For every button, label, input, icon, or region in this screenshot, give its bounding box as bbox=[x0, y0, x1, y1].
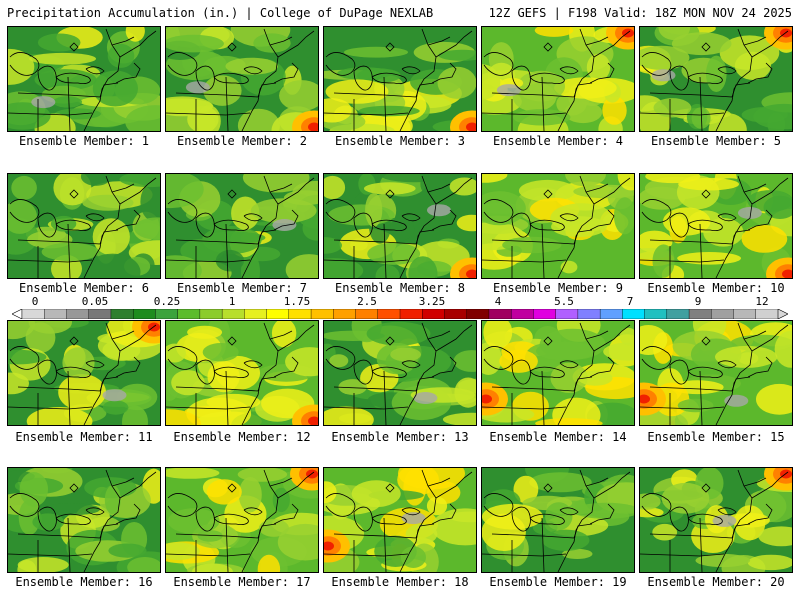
ensemble-member-label: Ensemble Member: 7 bbox=[176, 281, 308, 295]
colorbar-segment bbox=[510, 309, 534, 319]
ensemble-member-map bbox=[481, 320, 635, 426]
ensemble-member-label: Ensemble Member: 17 bbox=[173, 575, 311, 589]
ensemble-member-map bbox=[165, 320, 319, 426]
ensemble-member-label: Ensemble Member: 12 bbox=[173, 430, 311, 444]
ensemble-member-map bbox=[481, 467, 635, 573]
colorbar-segment bbox=[599, 309, 623, 319]
ensemble-member-label: Ensemble Member: 9 bbox=[492, 281, 624, 295]
ensemble-member-label: Ensemble Member: 11 bbox=[15, 430, 153, 444]
colorbar-segment bbox=[666, 309, 690, 319]
ensemble-member-map bbox=[165, 26, 319, 132]
colorbar-segment bbox=[577, 309, 601, 319]
colorbar-tick-label: 4 bbox=[494, 295, 502, 308]
colorbar-segment bbox=[266, 309, 290, 319]
colorbar-segment bbox=[155, 309, 179, 319]
colorbar-tick-label: 7 bbox=[626, 295, 634, 308]
colorbar-tick-label: 0.25 bbox=[153, 295, 181, 308]
colorbar-segment bbox=[310, 309, 334, 319]
colorbar bbox=[12, 309, 788, 319]
colorbar-segment bbox=[333, 309, 357, 319]
ensemble-member-map bbox=[165, 173, 319, 279]
colorbar-segment bbox=[688, 309, 712, 319]
colorbar-segment bbox=[533, 309, 557, 319]
ensemble-member-label: Ensemble Member: 3 bbox=[334, 134, 466, 148]
ensemble-member-label: Ensemble Member: 6 bbox=[18, 281, 150, 295]
colorbar-segment bbox=[733, 309, 757, 319]
ensemble-member-label: Ensemble Member: 13 bbox=[331, 430, 469, 444]
ensemble-member-map bbox=[7, 173, 161, 279]
colorbar-tick-label: 3.25 bbox=[418, 295, 446, 308]
colorbar-segment bbox=[132, 309, 156, 319]
ensemble-member-map bbox=[7, 467, 161, 573]
colorbar-segment bbox=[399, 309, 423, 319]
colorbar-segment bbox=[444, 309, 468, 319]
ensemble-member-label: Ensemble Member: 19 bbox=[489, 575, 627, 589]
map-title: Precipitation Accumulation (in.) | Colle… bbox=[7, 6, 434, 20]
ensemble-member-label: Ensemble Member: 18 bbox=[331, 575, 469, 589]
colorbar-right-arrow bbox=[777, 309, 788, 319]
ensemble-member-map bbox=[481, 173, 635, 279]
colorbar-segment bbox=[622, 309, 646, 319]
colorbar-tick-label: 5.5 bbox=[554, 295, 574, 308]
ensemble-member-map bbox=[639, 173, 793, 279]
ensemble-member-map bbox=[323, 26, 477, 132]
colorbar-tick-label: 1 bbox=[228, 295, 236, 308]
colorbar-segment bbox=[466, 309, 490, 319]
colorbar-segment bbox=[199, 309, 223, 319]
colorbar-segment bbox=[88, 309, 112, 319]
ensemble-member-label: Ensemble Member: 4 bbox=[492, 134, 624, 148]
colorbar-left-arrow bbox=[12, 309, 23, 319]
colorbar-segment bbox=[221, 309, 245, 319]
colorbar-segment bbox=[66, 309, 90, 319]
colorbar-segment bbox=[21, 309, 45, 319]
ensemble-member-label: Ensemble Member: 5 bbox=[650, 134, 782, 148]
colorbar-tick-label: 12 bbox=[755, 295, 769, 308]
colorbar-segment bbox=[288, 309, 312, 319]
colorbar-segment bbox=[555, 309, 579, 319]
ensemble-member-label: Ensemble Member: 1 bbox=[18, 134, 150, 148]
colorbar-segment bbox=[244, 309, 268, 319]
colorbar-tick-label: 1.75 bbox=[283, 295, 311, 308]
colorbar-segment bbox=[755, 309, 779, 319]
ensemble-member-map bbox=[7, 320, 161, 426]
ensemble-member-map bbox=[639, 320, 793, 426]
colorbar-segment bbox=[711, 309, 735, 319]
colorbar-segment bbox=[177, 309, 201, 319]
ensemble-member-map bbox=[639, 26, 793, 132]
ensemble-member-label: Ensemble Member: 2 bbox=[176, 134, 308, 148]
colorbar-tick-label: 9 bbox=[694, 295, 702, 308]
colorbar-tick-label: 0.05 bbox=[81, 295, 109, 308]
colorbar-segment bbox=[44, 309, 67, 319]
colorbar-segment bbox=[110, 309, 134, 319]
colorbar-tick-label: 2.5 bbox=[357, 295, 377, 308]
ensemble-member-map bbox=[165, 467, 319, 573]
ensemble-member-label: Ensemble Member: 10 bbox=[647, 281, 785, 295]
colorbar-segment bbox=[355, 309, 379, 319]
ensemble-member-label: Ensemble Member: 16 bbox=[15, 575, 153, 589]
ensemble-member-label: Ensemble Member: 14 bbox=[489, 430, 627, 444]
colorbar-segment bbox=[422, 309, 445, 319]
colorbar-segment bbox=[377, 309, 401, 319]
ensemble-member-map bbox=[323, 173, 477, 279]
ensemble-member-map bbox=[323, 320, 477, 426]
model-run-info: 12Z GEFS | F198 Valid: 18Z MON NOV 24 20… bbox=[488, 6, 792, 20]
colorbar-segment bbox=[644, 309, 668, 319]
colorbar-ticks: 0 0.05 0.25 1 1.75 2.5 3.25 4 5.5 7 9 12 bbox=[10, 296, 790, 320]
ensemble-member-map bbox=[639, 467, 793, 573]
ensemble-member-map bbox=[7, 26, 161, 132]
ensemble-member-label: Ensemble Member: 20 bbox=[647, 575, 785, 589]
colorbar-segment bbox=[488, 309, 512, 319]
colorbar-tick-label: 0 bbox=[31, 295, 39, 308]
ensemble-member-label: Ensemble Member: 15 bbox=[647, 430, 785, 444]
ensemble-member-label: Ensemble Member: 8 bbox=[334, 281, 466, 295]
ensemble-member-map bbox=[481, 26, 635, 132]
ensemble-member-map bbox=[323, 467, 477, 573]
